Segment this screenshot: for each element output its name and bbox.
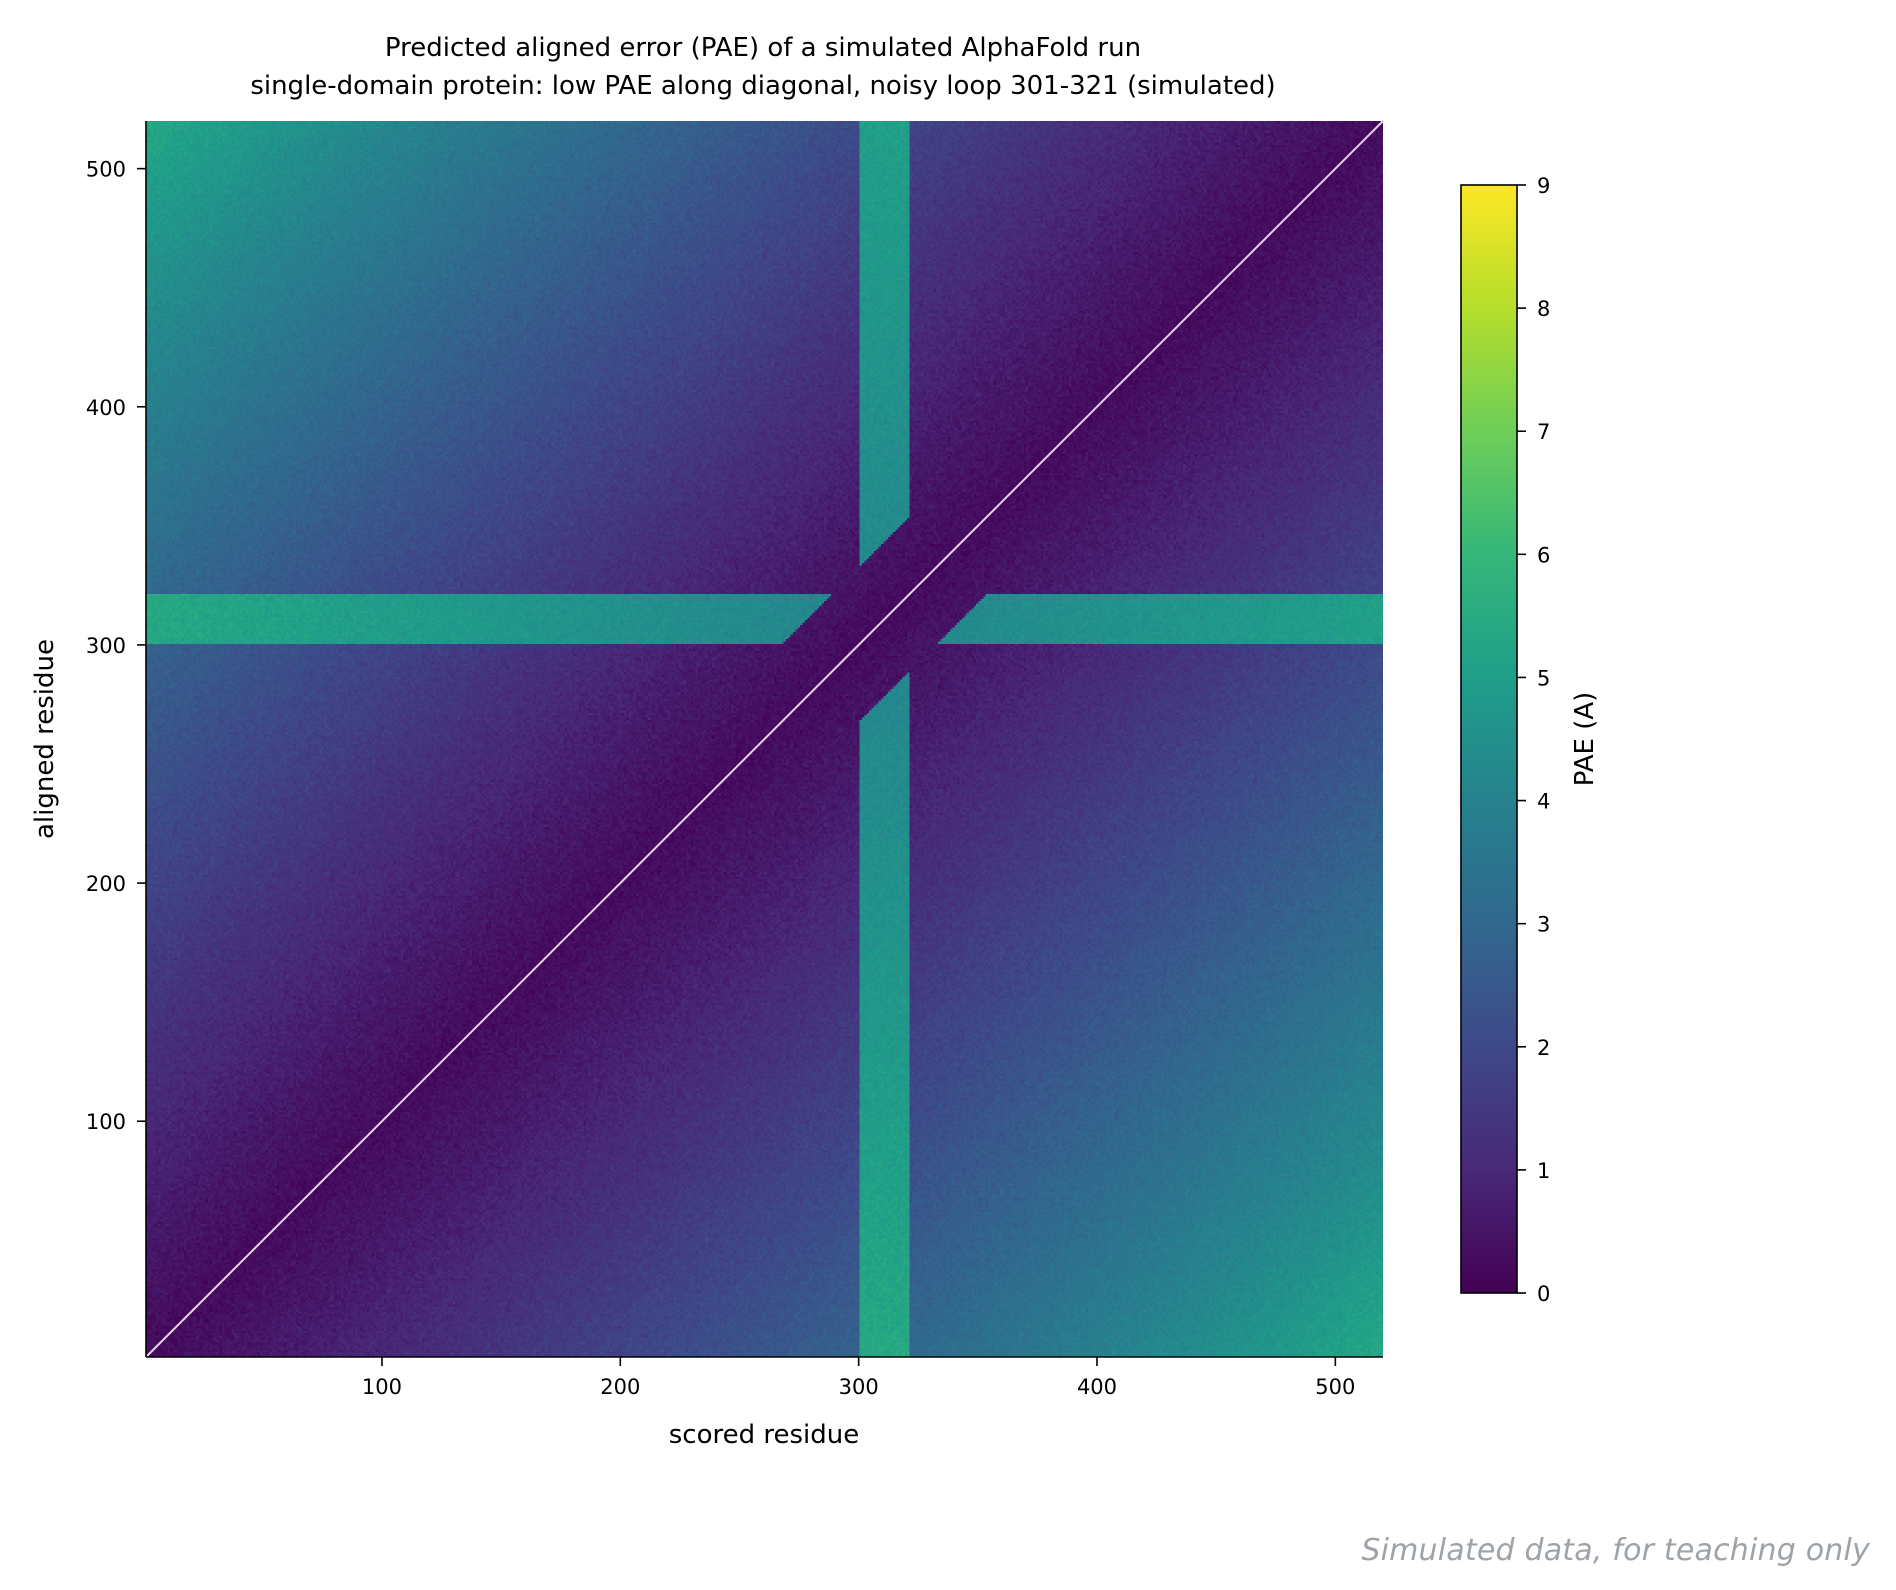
colorbar-ticks: 0 1 2 3 4 5 6 7 8 9: [1517, 174, 1550, 1306]
colorbar-label: PAE (A): [1570, 692, 1600, 787]
diagonal-line: [145, 120, 1384, 1358]
colorbar-tick-label: 5: [1537, 666, 1550, 690]
x-tick-label: 400: [1077, 1375, 1117, 1399]
colorbar-tick-label: 8: [1537, 297, 1550, 321]
x-axis-label: scored residue: [669, 1420, 860, 1450]
colorbar-tick-label: 0: [1537, 1282, 1550, 1306]
watermark: Simulated data, for teaching only: [1361, 1533, 1870, 1568]
colorbar-tick-label: 2: [1537, 1036, 1550, 1060]
y-tick-label: 100: [86, 1110, 126, 1134]
colorbar-tick-label: 3: [1537, 913, 1550, 937]
y-tick-label: 500: [86, 158, 126, 182]
colorbar-tick-label: 7: [1537, 420, 1550, 444]
x-tick-label: 500: [1315, 1375, 1355, 1399]
y-tick-label: 200: [86, 872, 126, 896]
y-axis-ticks: 100 200 300 400 500: [86, 158, 146, 1134]
axes-frame: [145, 121, 1383, 1358]
colorbar-tick-label: 6: [1537, 543, 1550, 567]
colorbar-tick-label: 1: [1537, 1159, 1550, 1183]
x-tick-label: 200: [600, 1375, 640, 1399]
x-tick-label: 100: [362, 1375, 402, 1399]
colorbar-tick-label: 4: [1537, 790, 1550, 814]
y-tick-label: 400: [86, 396, 126, 420]
chart-title: Predicted aligned error (PAE) of a simul…: [385, 33, 1141, 63]
colorbar-tick-label: 9: [1537, 174, 1550, 198]
chart-subtitle: single-domain protein: low PAE along dia…: [250, 71, 1275, 101]
y-axis-label: aligned residue: [30, 639, 60, 839]
x-tick-label: 300: [839, 1375, 879, 1399]
colorbar: [1460, 184, 1518, 1294]
x-axis-ticks: 100 200 300 400 500: [362, 1357, 1355, 1399]
y-tick-label: 300: [86, 634, 126, 658]
